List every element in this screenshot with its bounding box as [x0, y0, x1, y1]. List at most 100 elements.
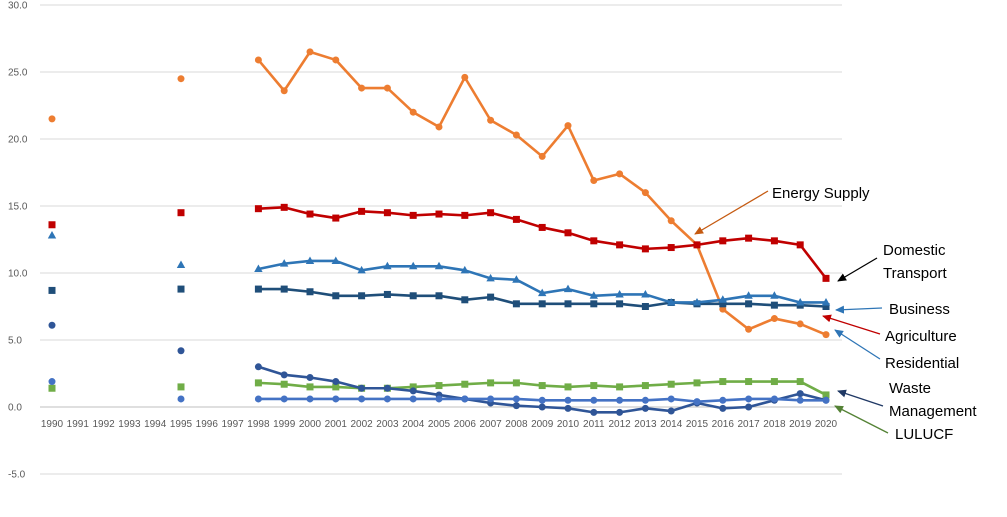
- data-point: [487, 116, 495, 124]
- data-point: [796, 241, 804, 249]
- y-tick-label: 30.0: [8, 1, 28, 12]
- data-point: [693, 241, 701, 249]
- annotation-label: Residential: [885, 355, 959, 372]
- data-point: [254, 205, 262, 213]
- x-tick-label: 1998: [247, 419, 270, 430]
- data-point: [306, 48, 314, 56]
- data-point: [331, 256, 340, 264]
- data-point: [564, 404, 572, 412]
- annotation-waste-management: Waste Management: [837, 380, 977, 420]
- data-point: [641, 396, 649, 404]
- data-point: [409, 292, 417, 300]
- data-point: [616, 241, 624, 249]
- x-tick-label: 2004: [402, 419, 425, 430]
- annotation-label: Agriculture: [885, 328, 957, 345]
- data-point: [667, 244, 675, 252]
- x-tick-label: 2018: [763, 419, 786, 430]
- x-tick-label: 2010: [557, 419, 580, 430]
- x-tick-label: 1994: [144, 419, 167, 430]
- data-point: [435, 210, 443, 218]
- data-point: [538, 396, 546, 404]
- data-point: [434, 261, 444, 270]
- data-point: [719, 305, 727, 313]
- data-point: [821, 297, 831, 306]
- y-tick-label: 20.0: [8, 135, 28, 146]
- x-tick-label: 2002: [350, 419, 373, 430]
- data-point: [693, 398, 701, 406]
- data-point: [177, 209, 185, 217]
- data-point: [254, 395, 262, 403]
- x-tick-label: 1996: [196, 419, 219, 430]
- series-business: [48, 285, 830, 310]
- data-point: [616, 408, 624, 416]
- x-tick-label: 1999: [273, 419, 296, 430]
- data-point: [435, 395, 443, 403]
- data-point: [641, 404, 649, 412]
- data-point: [590, 177, 598, 185]
- data-point: [538, 288, 547, 297]
- data-point: [590, 382, 598, 390]
- data-point: [770, 237, 778, 245]
- x-tick-label: 2007: [479, 419, 502, 430]
- data-point: [487, 209, 495, 217]
- annotation-arrow: [837, 257, 878, 282]
- x-tick-label: 2012: [608, 419, 631, 430]
- annotation-business: Business: [835, 301, 950, 318]
- data-point: [254, 285, 262, 293]
- annotation-arrow: [837, 389, 884, 407]
- data-point: [616, 300, 624, 308]
- data-point: [641, 289, 650, 298]
- x-tick-label: 2003: [376, 419, 399, 430]
- x-tick-label: 2015: [686, 419, 709, 430]
- x-tick-label: 2014: [660, 419, 683, 430]
- data-point: [460, 265, 469, 274]
- data-point: [383, 384, 391, 392]
- x-tick-label: 1992: [92, 419, 115, 430]
- data-point: [590, 300, 598, 308]
- data-point: [770, 291, 779, 299]
- data-point: [641, 382, 649, 390]
- data-point: [770, 301, 778, 309]
- annotation-energy-supply: Energy Supply: [694, 185, 870, 235]
- data-point: [358, 207, 366, 215]
- x-tick-label: 2005: [428, 419, 451, 430]
- y-tick-label: 10.0: [8, 269, 28, 280]
- data-point: [822, 396, 830, 404]
- data-point: [745, 395, 753, 403]
- data-point: [306, 288, 314, 296]
- annotation-agriculture: Agriculture: [822, 314, 957, 345]
- data-point: [822, 331, 830, 339]
- y-tick-label: 5.0: [8, 336, 22, 347]
- data-point: [564, 396, 572, 404]
- data-point: [332, 214, 340, 222]
- data-point: [306, 210, 314, 218]
- data-point: [383, 395, 391, 403]
- data-point: [667, 407, 675, 415]
- data-point: [461, 296, 469, 304]
- data-point: [512, 275, 521, 283]
- x-tick-label: 1993: [118, 419, 141, 430]
- data-point: [745, 325, 753, 333]
- data-point: [280, 380, 288, 388]
- data-point: [796, 320, 804, 328]
- data-point: [719, 300, 727, 308]
- data-point: [512, 131, 520, 139]
- data-point: [512, 402, 520, 410]
- data-point: [280, 87, 288, 95]
- data-point: [409, 383, 417, 391]
- data-point: [409, 108, 417, 116]
- data-point: [177, 75, 185, 83]
- data-point: [435, 292, 443, 300]
- annotation-residential: Residential: [834, 329, 959, 372]
- data-point: [358, 292, 366, 300]
- data-point: [667, 380, 675, 388]
- annotation-arrow: [834, 329, 881, 360]
- data-point: [538, 223, 546, 231]
- data-point: [719, 404, 727, 412]
- x-tick-label: 2001: [325, 419, 348, 430]
- data-point: [745, 234, 753, 242]
- data-point: [461, 73, 469, 81]
- data-point: [254, 56, 262, 64]
- data-point: [512, 395, 520, 403]
